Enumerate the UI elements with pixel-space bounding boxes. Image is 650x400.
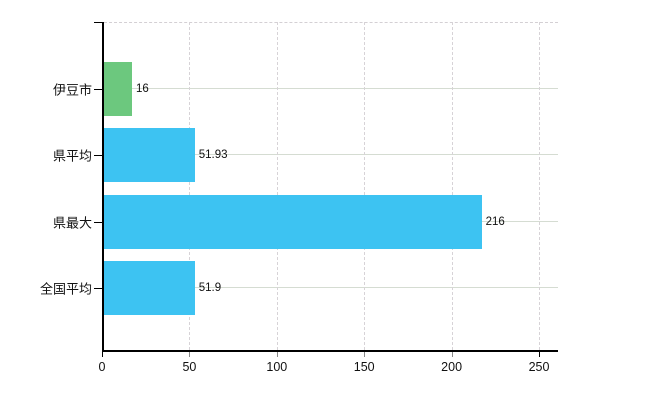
x-axis-tick <box>364 352 366 357</box>
y-axis-tick <box>94 88 102 90</box>
y-axis-label-4: 全国平均 <box>39 281 92 297</box>
x-axis-tick-label: 100 <box>266 360 288 374</box>
x-axis-tick <box>189 352 191 357</box>
horizontal-gridline <box>104 87 558 89</box>
vertical-gridline <box>451 22 453 350</box>
x-axis-tick-label: 250 <box>528 360 550 374</box>
y-axis-end-tick <box>94 22 104 23</box>
y-axis-label-2: 県平均 <box>52 148 92 164</box>
plot-area: 16 51.93 216 51.9 <box>102 22 558 352</box>
plot-top-border <box>104 22 558 23</box>
y-axis-tick <box>94 155 102 156</box>
bar-3 <box>104 194 482 249</box>
horizontal-gridline <box>104 154 558 155</box>
bar-value-label: 216 <box>485 215 505 228</box>
y-axis-label-3: 県最大 <box>52 215 92 230</box>
x-axis-tick <box>451 352 453 357</box>
bar-value-label: 51.93 <box>198 149 228 161</box>
x-axis-tick-label: 200 <box>441 360 463 374</box>
x-axis-tick <box>276 352 278 357</box>
y-axis-tick <box>94 221 102 223</box>
x-axis-tick-label: 50 <box>182 360 197 374</box>
y-axis-label-1: 伊豆市 <box>52 82 92 97</box>
bar-1 <box>104 61 132 116</box>
vertical-gridline <box>364 22 366 350</box>
x-axis-tick <box>102 352 103 357</box>
vertical-gridline <box>539 22 540 350</box>
x-axis-tick <box>539 352 540 357</box>
x-axis-tick-label: 0 <box>98 360 106 374</box>
bar-value-label: 16 <box>135 82 149 95</box>
bar-2 <box>104 128 195 182</box>
x-axis-tick-label: 150 <box>353 360 375 374</box>
horizontal-gridline <box>104 287 558 288</box>
y-axis-tick <box>94 288 102 289</box>
vertical-gridline <box>189 22 191 350</box>
bar-4 <box>104 261 195 315</box>
vertical-gridline <box>276 22 278 350</box>
bar-value-label: 51.9 <box>198 282 222 294</box>
